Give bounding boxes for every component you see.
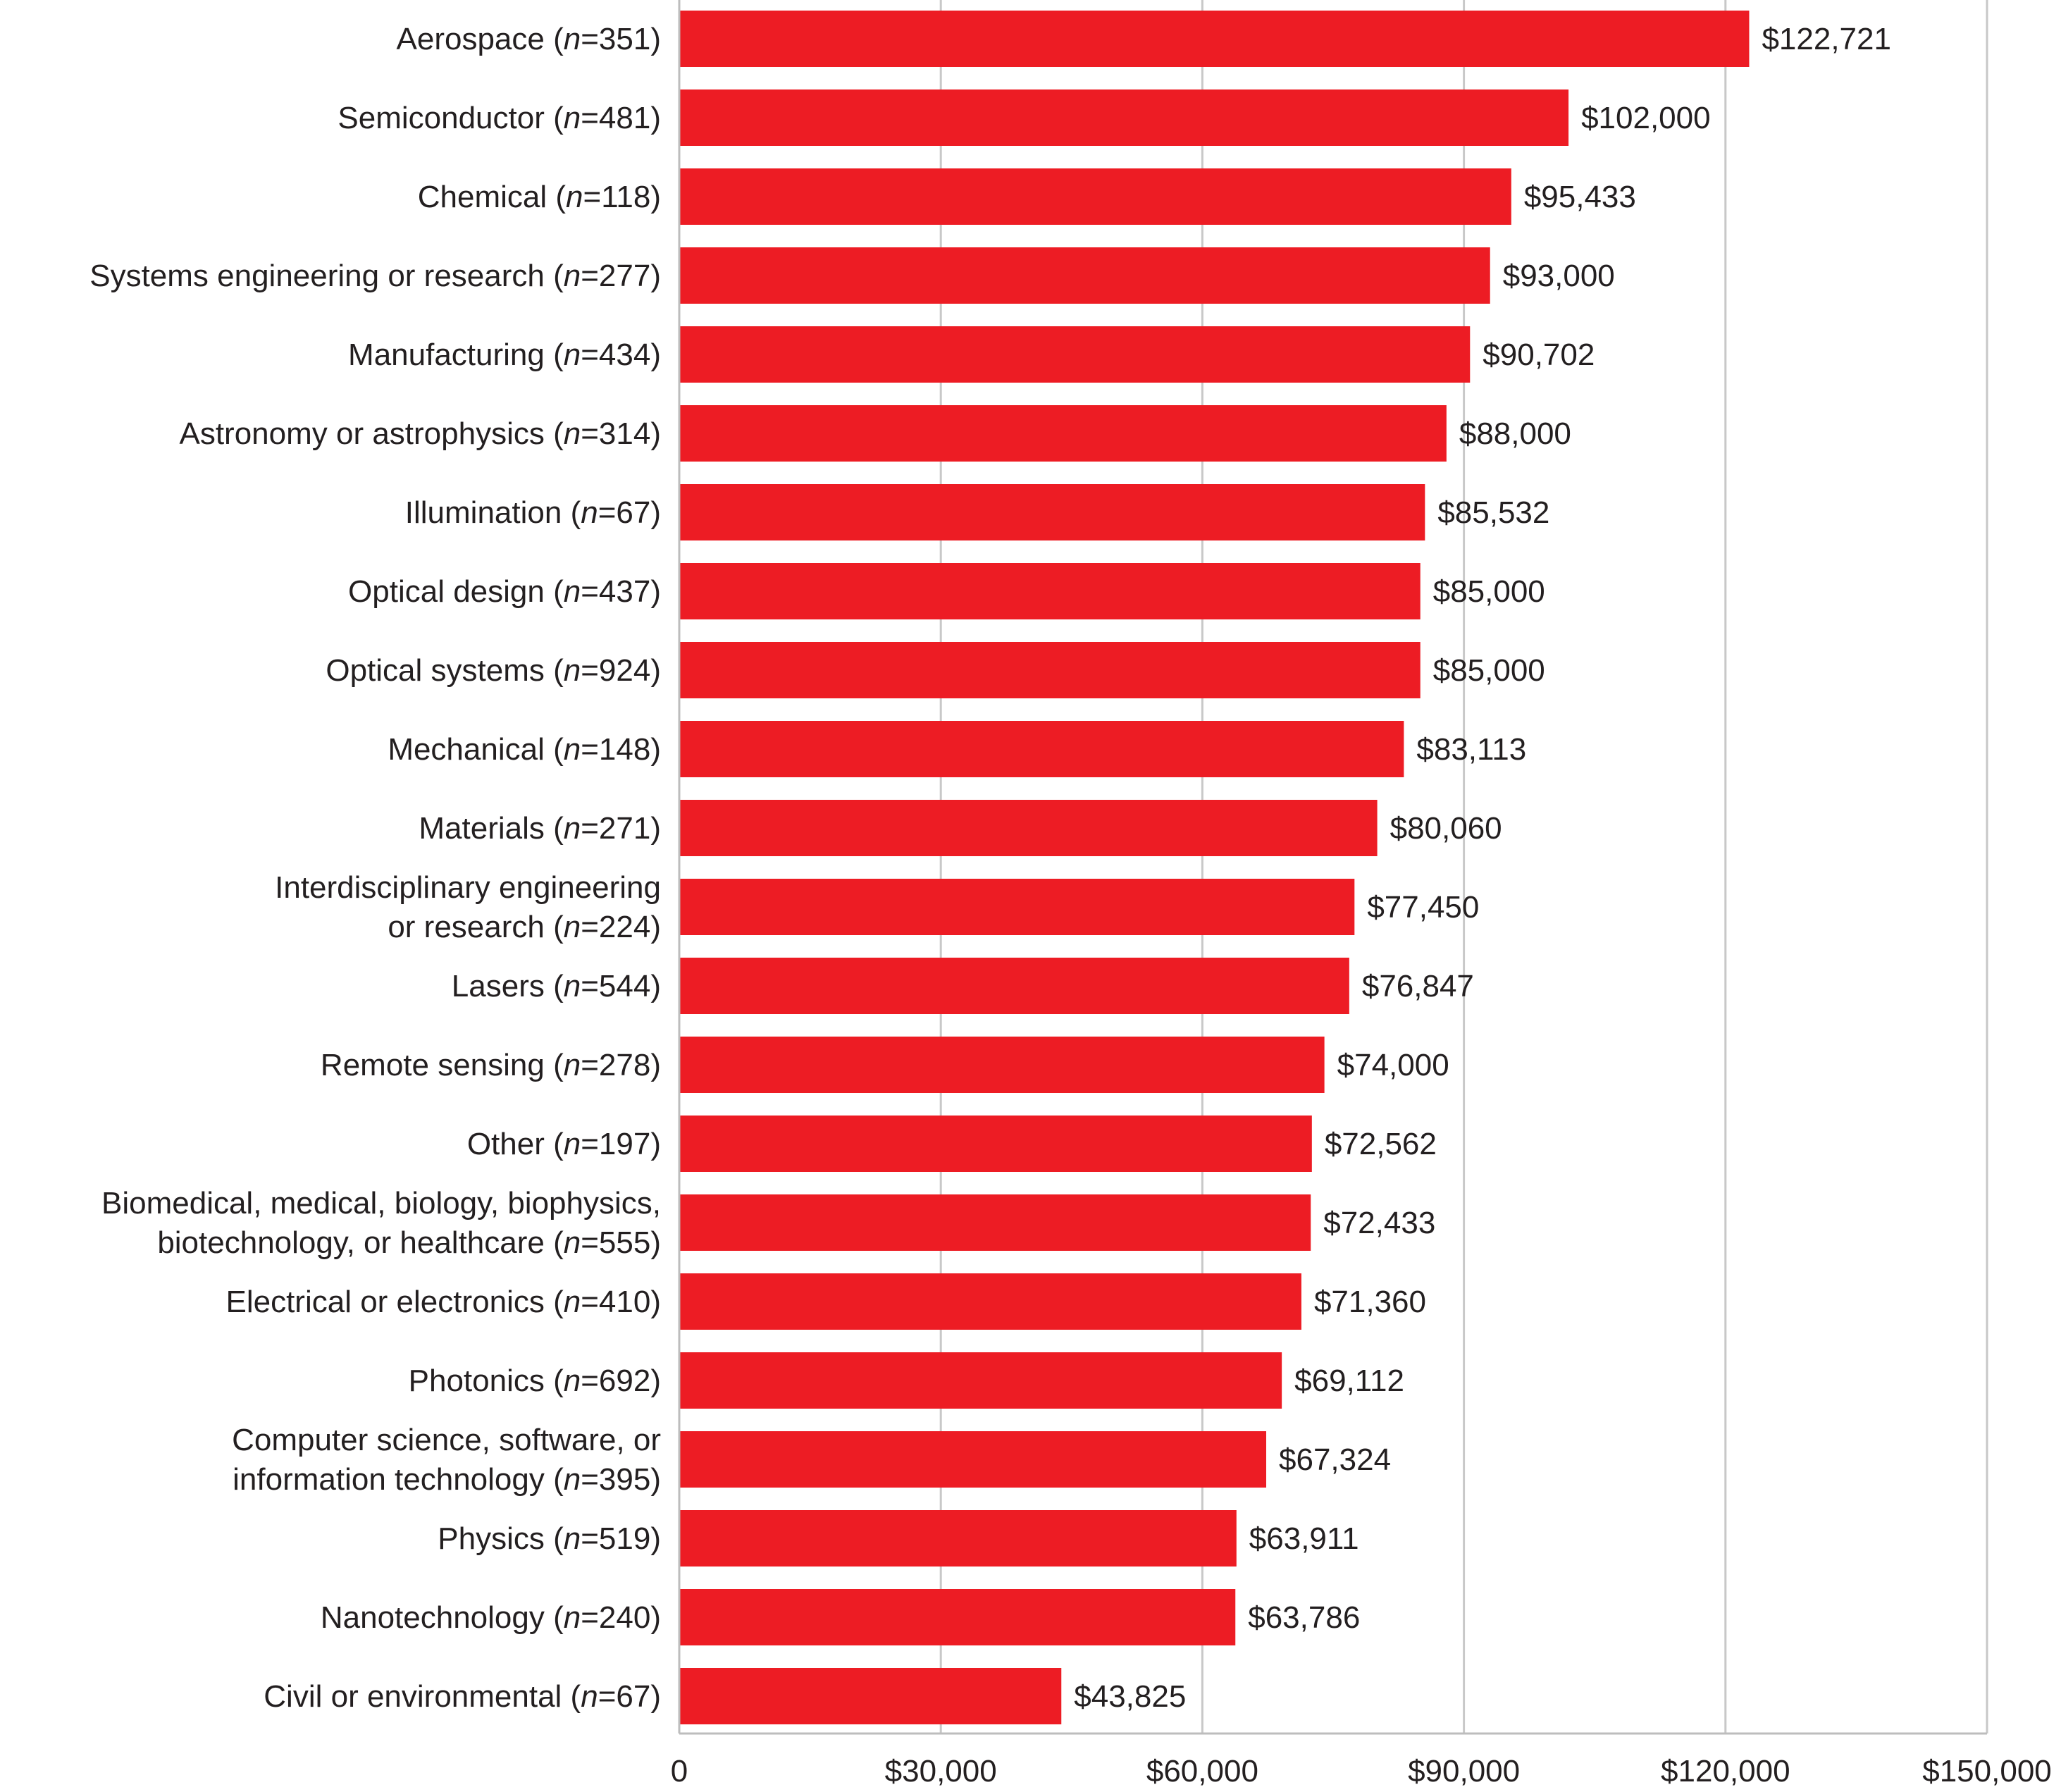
data-label: $71,360: [1314, 1285, 1426, 1319]
bar: [679, 642, 1421, 698]
data-label: $85,000: [1433, 574, 1545, 609]
category-label: Mechanical (n=148): [388, 732, 661, 767]
data-label: $63,786: [1248, 1600, 1360, 1635]
bar: [679, 721, 1404, 777]
bar: [679, 879, 1355, 935]
bar: [679, 89, 1569, 146]
category-label: Semiconductor (n=481): [338, 101, 661, 135]
bar: [679, 247, 1490, 304]
category-label: Lasers (n=544): [452, 969, 661, 1003]
data-label: $85,532: [1437, 495, 1549, 530]
data-label: $72,433: [1323, 1206, 1435, 1240]
data-label: $122,721: [1762, 22, 1891, 56]
category-labels: Aerospace (n=351) Semiconductor (n=481) Ch…: [89, 22, 661, 1714]
data-label: $83,113: [1416, 732, 1526, 767]
category-label: Chemical (n=118): [418, 180, 661, 214]
data-label: $76,847: [1362, 969, 1474, 1003]
category-label: Nanotechnology (n=240): [321, 1600, 661, 1635]
category-label: Physics (n=519): [438, 1521, 661, 1556]
category-label: Illumination (n=67): [405, 495, 661, 530]
x-tick-labels: 0 $30,000 $60,000 $90,000 $120,000 $150,000: [671, 1754, 2052, 1788]
category-label: Remote sensing (n=278): [321, 1048, 661, 1082]
data-label: $102,000: [1581, 101, 1711, 135]
data-label: $67,324: [1279, 1442, 1391, 1477]
value-labels: $122,721 $102,000 $95,433 $93,000 $90,702 $88…: [1074, 22, 1891, 1714]
category-label: Astronomy or astrophysics (n=314): [179, 416, 661, 451]
x-tick-label: $30,000: [885, 1754, 997, 1788]
bar: [679, 405, 1447, 462]
data-label: $63,911: [1249, 1521, 1359, 1556]
bar: [679, 563, 1421, 619]
category-label: Optical systems (n=924): [326, 653, 661, 688]
category-label: Interdisciplinary engineering: [275, 870, 661, 905]
bars: [679, 11, 1750, 1724]
bar: [679, 1037, 1325, 1093]
category-label: Manufacturing (n=434): [348, 338, 661, 372]
x-tick-label: $90,000: [1408, 1754, 1520, 1788]
category-label: or research (n=224): [388, 910, 661, 944]
data-label: $77,450: [1367, 890, 1479, 925]
data-label: $90,702: [1483, 338, 1595, 372]
category-label: Photonics (n=692): [409, 1364, 661, 1398]
bar: [679, 1116, 1312, 1172]
data-label: $69,112: [1294, 1364, 1404, 1398]
category-label: biotechnology, or healthcare (n=555): [157, 1225, 661, 1260]
data-label: $88,000: [1459, 416, 1571, 451]
category-label: Civil or environmental (n=67): [264, 1679, 661, 1714]
data-label: $72,562: [1325, 1127, 1437, 1161]
x-tick-label: $60,000: [1146, 1754, 1258, 1788]
data-label: $80,060: [1390, 811, 1502, 846]
category-label: information technology (n=395): [233, 1462, 661, 1497]
bar: [679, 1273, 1301, 1330]
category-label: Aerospace (n=351): [397, 22, 661, 56]
bar: [679, 800, 1378, 856]
bar: [679, 11, 1750, 67]
bar: [679, 1510, 1237, 1567]
bar: [679, 168, 1511, 225]
category-label: Optical design (n=437): [348, 574, 661, 609]
category-label: Biomedical, medical, biology, biophysics…: [101, 1186, 661, 1221]
x-tick-label: 0: [671, 1754, 688, 1788]
category-label: Computer science, software, or: [232, 1423, 661, 1457]
bar: [679, 326, 1471, 383]
data-label: $43,825: [1074, 1679, 1186, 1714]
bar: [679, 1589, 1236, 1645]
bar: [679, 958, 1349, 1014]
data-label: $93,000: [1503, 259, 1615, 293]
data-label: $85,000: [1433, 653, 1545, 688]
data-label: $95,433: [1524, 180, 1636, 214]
bar: [679, 1668, 1062, 1724]
bar: [679, 484, 1425, 540]
x-tick-label: $150,000: [1922, 1754, 2052, 1788]
bar: [679, 1431, 1267, 1488]
x-tick-label: $120,000: [1661, 1754, 1790, 1788]
category-label: Other (n=197): [467, 1127, 661, 1161]
axes: [678, 0, 1987, 1735]
bar: [679, 1352, 1282, 1409]
bar: [679, 1194, 1311, 1251]
category-label: Electrical or electronics (n=410): [225, 1285, 661, 1319]
data-label: $74,000: [1337, 1048, 1449, 1082]
category-label: Materials (n=271): [419, 811, 661, 846]
category-label: Systems engineering or research (n=277): [89, 259, 661, 293]
